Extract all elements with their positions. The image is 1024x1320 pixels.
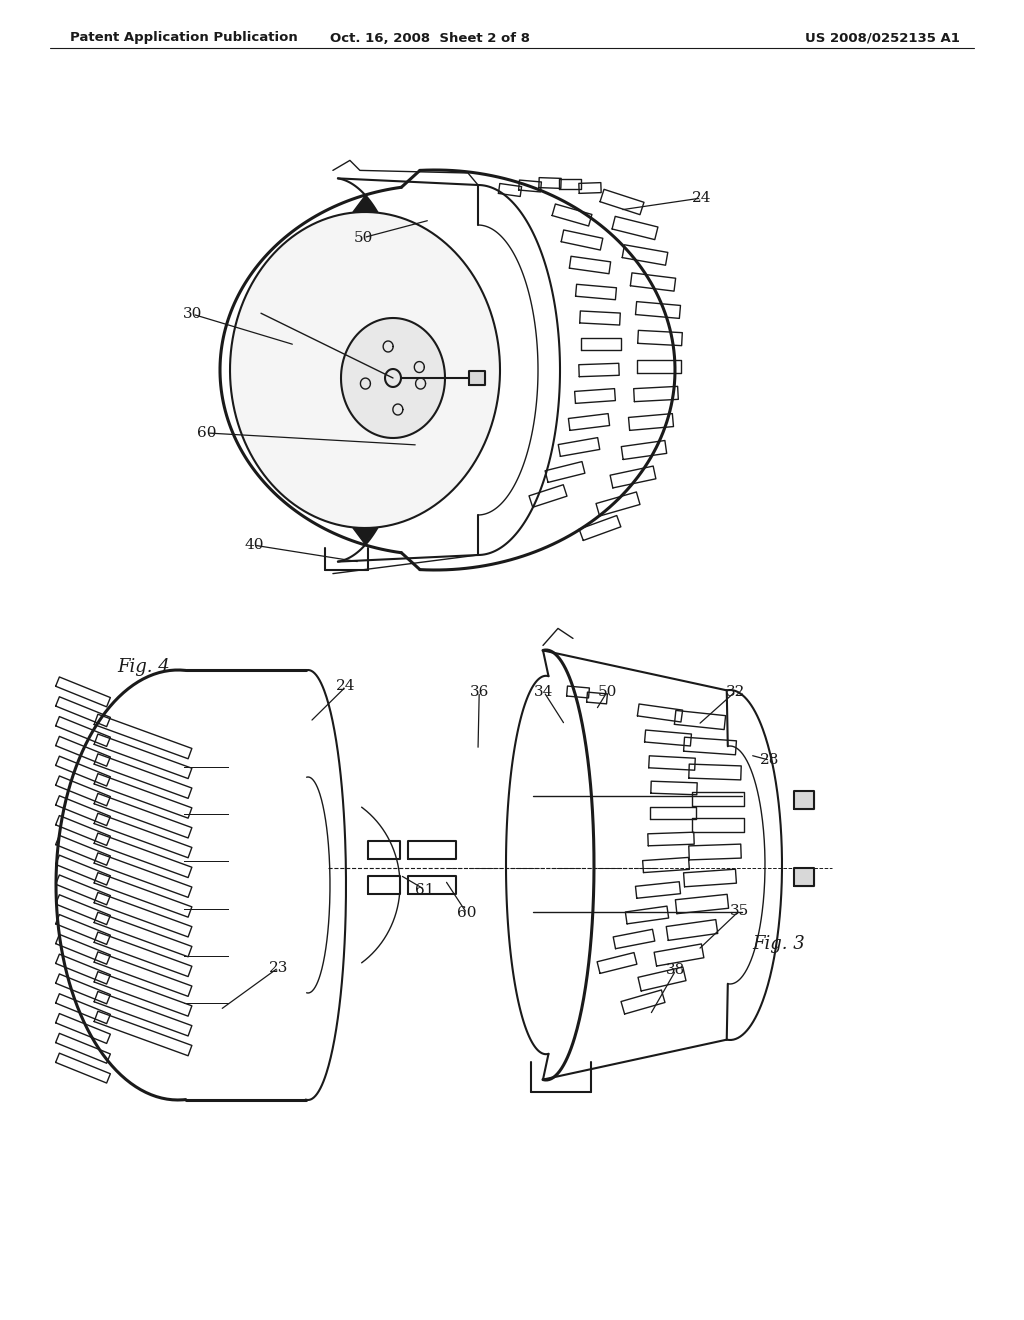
Text: US 2008/0252135 A1: US 2008/0252135 A1 (805, 32, 961, 45)
Text: 23: 23 (269, 961, 288, 974)
Text: 35: 35 (730, 904, 749, 917)
Polygon shape (353, 195, 377, 213)
Text: 60: 60 (457, 907, 477, 920)
Text: 30: 30 (183, 308, 202, 321)
Text: 28: 28 (761, 754, 779, 767)
Text: Fig. 3: Fig. 3 (753, 935, 806, 953)
Text: 34: 34 (535, 685, 553, 698)
Text: 32: 32 (726, 685, 744, 698)
Polygon shape (794, 869, 814, 886)
Text: 38: 38 (667, 964, 685, 977)
Text: 24: 24 (336, 680, 356, 693)
Text: 40: 40 (244, 539, 264, 552)
Polygon shape (341, 318, 445, 438)
Polygon shape (794, 791, 814, 809)
Text: 50: 50 (598, 685, 616, 698)
Text: Fig. 4: Fig. 4 (118, 657, 171, 676)
Polygon shape (353, 528, 377, 544)
Text: 60: 60 (197, 426, 217, 440)
Polygon shape (230, 213, 500, 528)
Text: 24: 24 (691, 191, 712, 205)
Text: 61: 61 (415, 883, 435, 896)
Text: Oct. 16, 2008  Sheet 2 of 8: Oct. 16, 2008 Sheet 2 of 8 (330, 32, 530, 45)
Text: 36: 36 (470, 685, 488, 698)
Text: Patent Application Publication: Patent Application Publication (70, 32, 298, 45)
Polygon shape (469, 371, 485, 385)
Text: 50: 50 (354, 231, 373, 244)
